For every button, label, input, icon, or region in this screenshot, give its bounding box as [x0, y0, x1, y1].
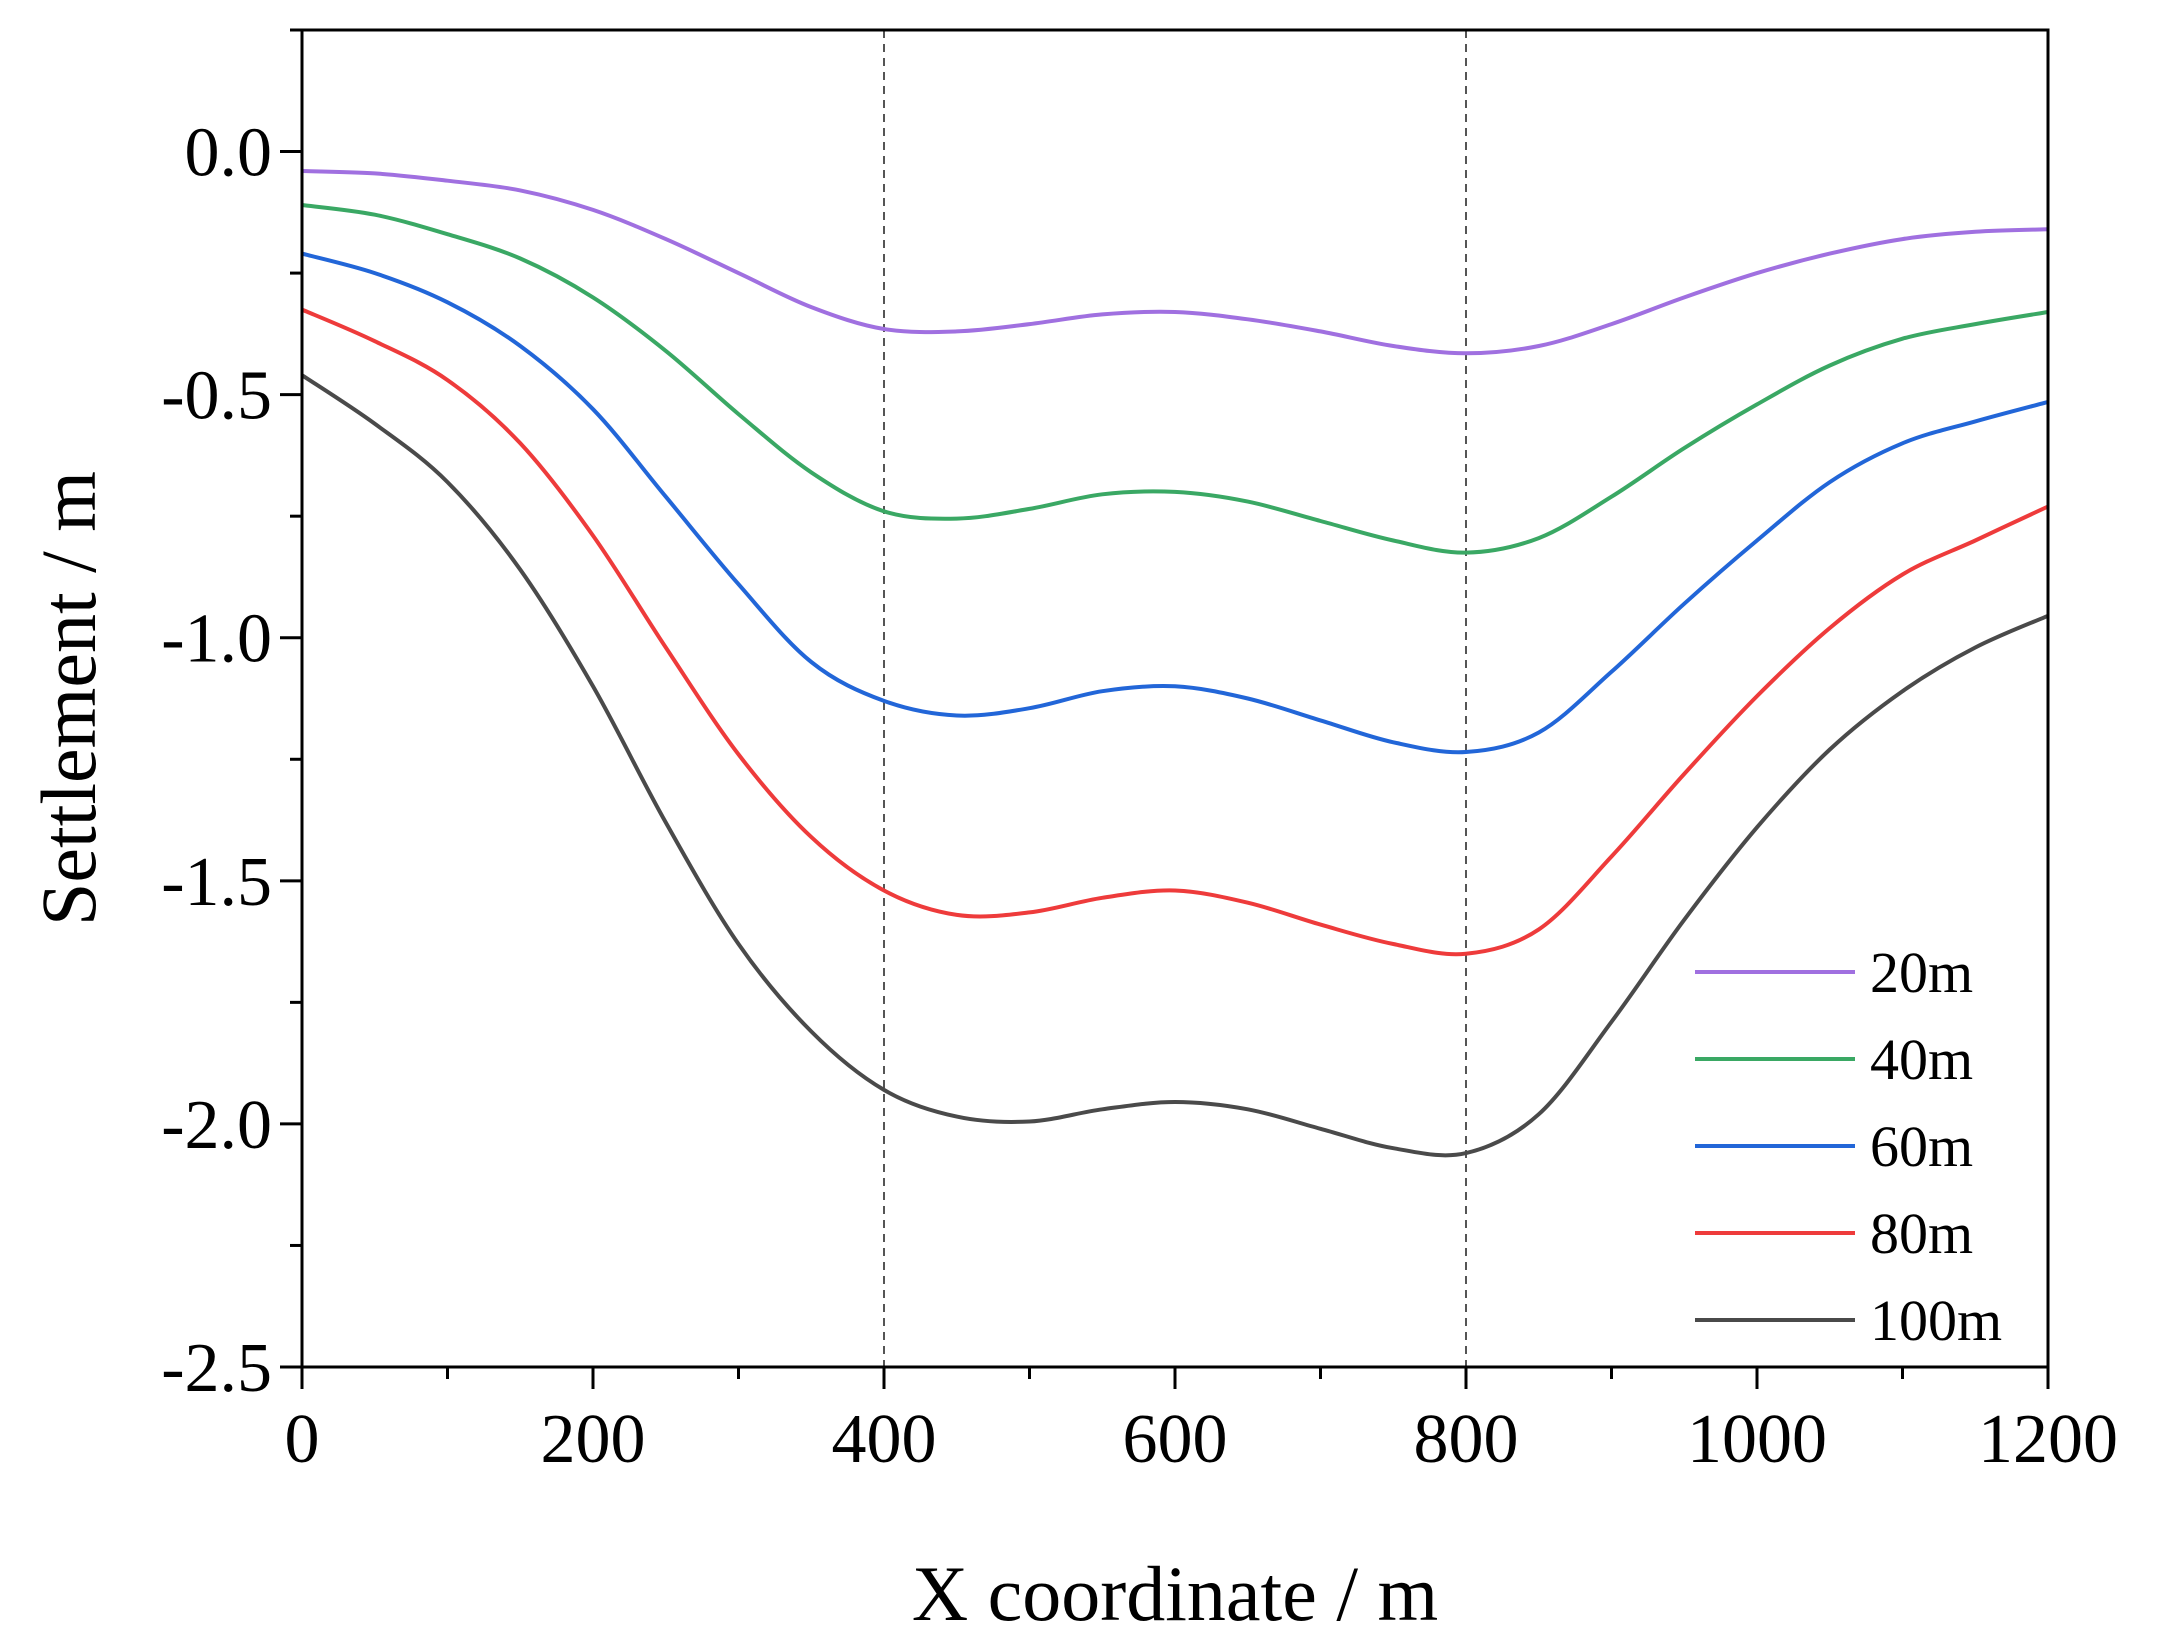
- x-tick-label: 1200: [1978, 1401, 2118, 1478]
- plot-frame: [300, 28, 2050, 1369]
- y-tick-label: -1.5: [161, 844, 272, 921]
- y-tick-label: -1.0: [161, 601, 272, 678]
- series-line-20m: [301, 169, 2049, 356]
- x-tick-label: 800: [1414, 1401, 1519, 1478]
- y-tick-label: -2.0: [161, 1087, 272, 1164]
- x-tick-label: 400: [832, 1401, 937, 1478]
- series-lines: [300, 169, 2049, 1158]
- x-tick-label: 200: [541, 1401, 646, 1478]
- x-axis-title: X coordinate / m: [912, 1550, 1438, 1636]
- series-line-80m: [301, 307, 2049, 957]
- reference-lines: [883, 30, 1467, 1367]
- y-tick-label: -2.5: [161, 1330, 272, 1407]
- legend-label-40m: 40m: [1870, 1027, 1973, 1092]
- series-line-100m: [300, 373, 2049, 1158]
- y-tick-label: -0.5: [161, 358, 272, 435]
- y-axis-ticks: 0.0 -0.5 -1.0 -1.5 -2.0 -2.5: [161, 28, 302, 1407]
- x-tick-label: 1000: [1687, 1401, 1827, 1478]
- x-axis-ticks: 0 200 400 600 800 1000 1200: [285, 1367, 2118, 1478]
- legend-label-100m: 100m: [1870, 1288, 2002, 1353]
- x-tick-label: 600: [1123, 1401, 1228, 1478]
- y-axis-title: Settlement / m: [25, 471, 112, 926]
- legend-label-80m: 80m: [1870, 1201, 1973, 1266]
- legend: 20m 40m 60m 80m 100m: [1695, 940, 2002, 1353]
- legend-label-20m: 20m: [1870, 940, 1973, 1005]
- legend-label-60m: 60m: [1870, 1114, 1973, 1179]
- series-line-40m: [301, 203, 2049, 555]
- series-line-60m: [301, 251, 2049, 755]
- y-tick-label: 0.0: [185, 115, 273, 192]
- x-tick-label: 0: [285, 1401, 320, 1478]
